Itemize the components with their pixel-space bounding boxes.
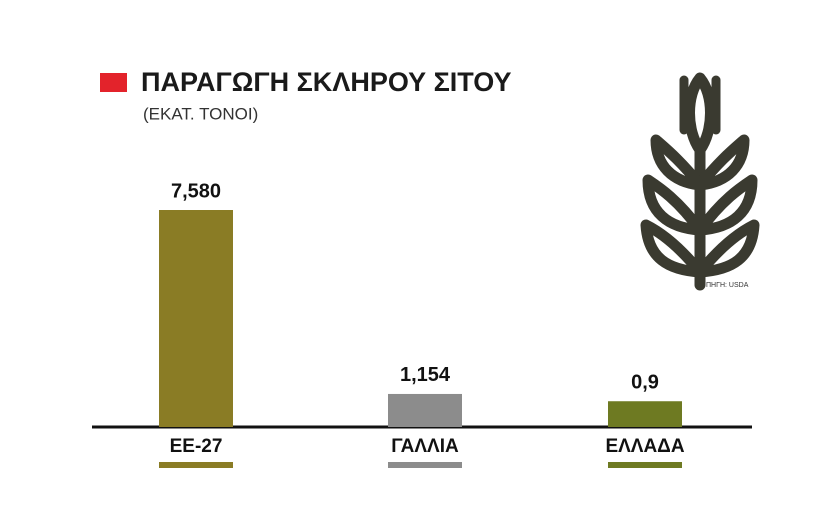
category-label: ΕΛΛΑΔΑ (605, 436, 684, 457)
bar (159, 210, 233, 427)
value-label: 0,9 (631, 372, 659, 394)
chart-subtitle: (ΕΚΑΤ. ΤΟΝΟΙ) (143, 104, 258, 123)
bar (388, 393, 462, 427)
value-label: 7,580 (171, 180, 221, 202)
category-underline (608, 462, 682, 468)
category-underline (388, 462, 462, 468)
title-marker (100, 73, 127, 92)
wheat-icon (640, 72, 760, 291)
chart-title: ΠΑΡΑΓΩΓΗ ΣΚΛΗΡΟΥ ΣΙΤΟΥ (141, 67, 512, 97)
bar (608, 401, 682, 427)
category-label: ΓΑΛΛΙΑ (391, 436, 459, 457)
category-underline (159, 462, 233, 468)
source-note: ΠΗΓΗ: USDA (706, 282, 749, 289)
value-label: 1,154 (400, 364, 451, 386)
category-label: ΕΕ-27 (170, 436, 223, 457)
